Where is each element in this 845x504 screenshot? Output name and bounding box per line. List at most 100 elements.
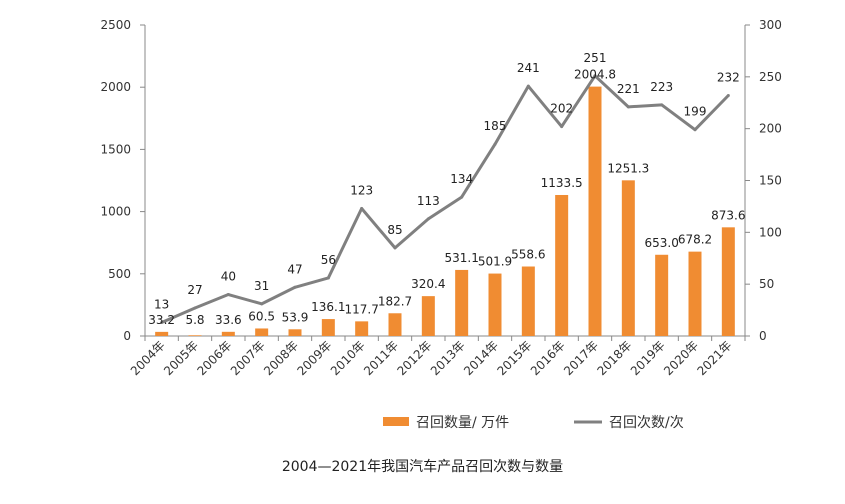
line-value-label: 185 <box>484 119 507 133</box>
bar <box>621 180 635 336</box>
y-right-tick-label: 300 <box>759 18 782 32</box>
legend-swatch-bar <box>383 417 409 426</box>
bar-value-label: 33.6 <box>215 313 242 327</box>
line-point <box>393 246 397 250</box>
x-tick-label: 2006年 <box>194 338 234 378</box>
bar-value-label: 1133.5 <box>541 176 583 190</box>
bar-series <box>155 86 735 337</box>
y-left-tick-label: 1500 <box>100 142 131 156</box>
y-right-tick-label: 100 <box>759 225 782 239</box>
bar <box>521 266 535 336</box>
line-point <box>460 195 464 199</box>
line-point <box>693 128 697 132</box>
bar-value-label: 531.1 <box>444 251 478 265</box>
bar-value-label: 136.1 <box>311 300 345 314</box>
x-tick-label: 2016年 <box>528 338 568 378</box>
line-value-label: 134 <box>450 172 473 186</box>
line-value-label: 123 <box>350 183 373 197</box>
bar-value-label: 5.8 <box>185 313 204 327</box>
bar-value-label: 33.2 <box>148 313 175 327</box>
line-value-label: 40 <box>221 270 236 284</box>
bar-value-label: 117.7 <box>344 302 378 316</box>
line-point <box>226 293 230 297</box>
line-point <box>293 285 297 289</box>
line-value-label: 31 <box>254 279 269 293</box>
legend-label-bar: 召回数量/ 万件 <box>416 415 509 431</box>
line-value-label: 232 <box>717 70 740 84</box>
x-tick-label: 2018年 <box>594 338 634 378</box>
y-right-tick-label: 250 <box>759 70 782 84</box>
bar <box>288 329 302 336</box>
line-value-label: 241 <box>517 61 540 75</box>
y-left-tick-label: 2500 <box>100 18 131 32</box>
bar <box>488 273 502 336</box>
bar <box>455 269 469 336</box>
x-tick-label: 2010年 <box>328 338 368 378</box>
bar-value-label: 1251.3 <box>607 161 649 175</box>
line-point <box>526 84 530 88</box>
line-value-label: 202 <box>550 102 573 116</box>
line-value-label: 56 <box>321 253 336 267</box>
line-point <box>260 302 264 306</box>
line-value-label: 13 <box>154 298 169 312</box>
bar <box>355 321 369 336</box>
y-left-tick-label: 1000 <box>100 205 131 219</box>
line-path <box>161 74 730 324</box>
y-right-tick-label: 150 <box>759 174 782 188</box>
y-left-tick-label: 2000 <box>100 80 131 94</box>
line-value-label: 47 <box>287 262 302 276</box>
line-value-label: 223 <box>650 80 673 94</box>
chart-title: 2004—2021年我国汽车产品召回次数与数量 <box>281 459 564 475</box>
bar-value-label: 653.0 <box>644 236 678 250</box>
x-tick-label: 2007年 <box>228 338 268 378</box>
chart-legend: 召回数量/ 万件 召回次数/次 <box>383 415 684 431</box>
bar <box>221 331 235 336</box>
bar-value-label: 320.4 <box>411 277 445 291</box>
bar <box>421 296 435 336</box>
line-point <box>493 142 497 146</box>
y-right-tick-label: 200 <box>759 122 782 136</box>
bar-value-label: 873.6 <box>711 208 745 222</box>
x-tick-label: 2012年 <box>394 338 434 378</box>
line-point <box>560 125 564 129</box>
line-point <box>660 103 664 107</box>
line-series <box>160 74 730 325</box>
x-tick-label: 2011年 <box>361 338 401 378</box>
y-right-tick-label: 0 <box>759 329 767 343</box>
bar-value-label: 2004.8 <box>574 68 616 82</box>
x-tick-label: 2021年 <box>694 338 734 378</box>
y-left-tick-label: 0 <box>123 329 131 343</box>
bar <box>555 194 569 336</box>
x-tick-label: 2013年 <box>428 338 468 378</box>
x-tick-label: 2015年 <box>494 338 534 378</box>
bar <box>688 251 702 336</box>
y-right-tick-label: 50 <box>759 277 774 291</box>
bar-value-label: 60.5 <box>248 309 275 323</box>
bar <box>588 86 602 337</box>
x-tick-label: 2004年 <box>128 338 168 378</box>
bar-value-label: 182.7 <box>378 294 412 308</box>
x-tick-label: 2017年 <box>561 338 601 378</box>
bar-value-label: 678.2 <box>678 233 712 247</box>
x-tick-label: 2008年 <box>261 338 301 378</box>
x-tick-label: 2020年 <box>661 338 701 378</box>
line-point <box>593 74 597 78</box>
bar <box>255 328 269 336</box>
line-value-label: 251 <box>584 51 607 65</box>
line-value-label: 199 <box>684 105 707 119</box>
line-value-label: 221 <box>617 82 640 96</box>
line-point <box>726 93 730 97</box>
line-value-label: 85 <box>387 223 402 237</box>
x-tick-label: 2009年 <box>294 338 334 378</box>
line-point <box>160 321 164 325</box>
line-point <box>193 306 197 310</box>
line-point <box>626 105 630 109</box>
x-tick-label: 2014年 <box>461 338 501 378</box>
line-point <box>360 206 364 210</box>
bar <box>188 335 202 336</box>
bar <box>655 254 669 336</box>
bar-value-label: 501.9 <box>478 255 512 269</box>
bar <box>321 319 335 336</box>
